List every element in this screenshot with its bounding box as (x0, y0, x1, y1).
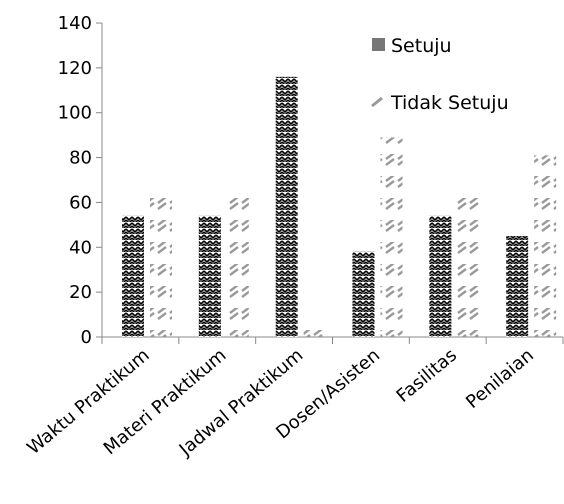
legend: Setuju Tidak Setuju (371, 35, 509, 114)
bar-tidak-setuju-2 (226, 195, 249, 337)
y-tick-labels: 0 20 40 60 80 100 120 140 (58, 13, 92, 348)
legend-label: Tidak Setuju (390, 92, 509, 114)
bar-setuju-3 (275, 76, 298, 337)
y-tick-label: 60 (69, 192, 92, 213)
x-category-label: Jadwal Praktikum (175, 345, 308, 461)
bar-tidak-setuju-4 (380, 137, 403, 337)
bars (122, 76, 557, 337)
bar-tidak-setuju-1 (150, 195, 172, 337)
x-category-label: Waktu Praktikum (23, 345, 153, 459)
y-tick-label: 120 (58, 58, 92, 79)
bar-tidak-setuju-6 (534, 155, 557, 337)
x-category-label: Penilaian (462, 345, 538, 413)
bar-setuju-5 (429, 215, 452, 337)
axes (96, 22, 564, 344)
y-tick-label: 100 (58, 103, 92, 124)
y-tick-label: 140 (58, 13, 92, 34)
bar-tidak-setuju-3 (303, 325, 326, 337)
y-tick-label: 80 (69, 148, 92, 169)
legend-label: Setuju (391, 35, 452, 57)
legend-swatch-tidak-setuju (371, 96, 383, 108)
bar-setuju-6 (506, 236, 529, 337)
y-tick-label: 0 (81, 327, 92, 348)
bar-setuju-1 (122, 215, 144, 337)
legend-swatch-setuju (372, 38, 385, 51)
bar-tidak-setuju-5 (457, 195, 480, 337)
x-category-label: Fasilitas (393, 345, 461, 407)
y-tick-label: 40 (69, 237, 92, 258)
bar-setuju-2 (198, 215, 221, 337)
y-tick-label: 20 (69, 282, 92, 303)
bar-setuju-4 (352, 251, 375, 337)
